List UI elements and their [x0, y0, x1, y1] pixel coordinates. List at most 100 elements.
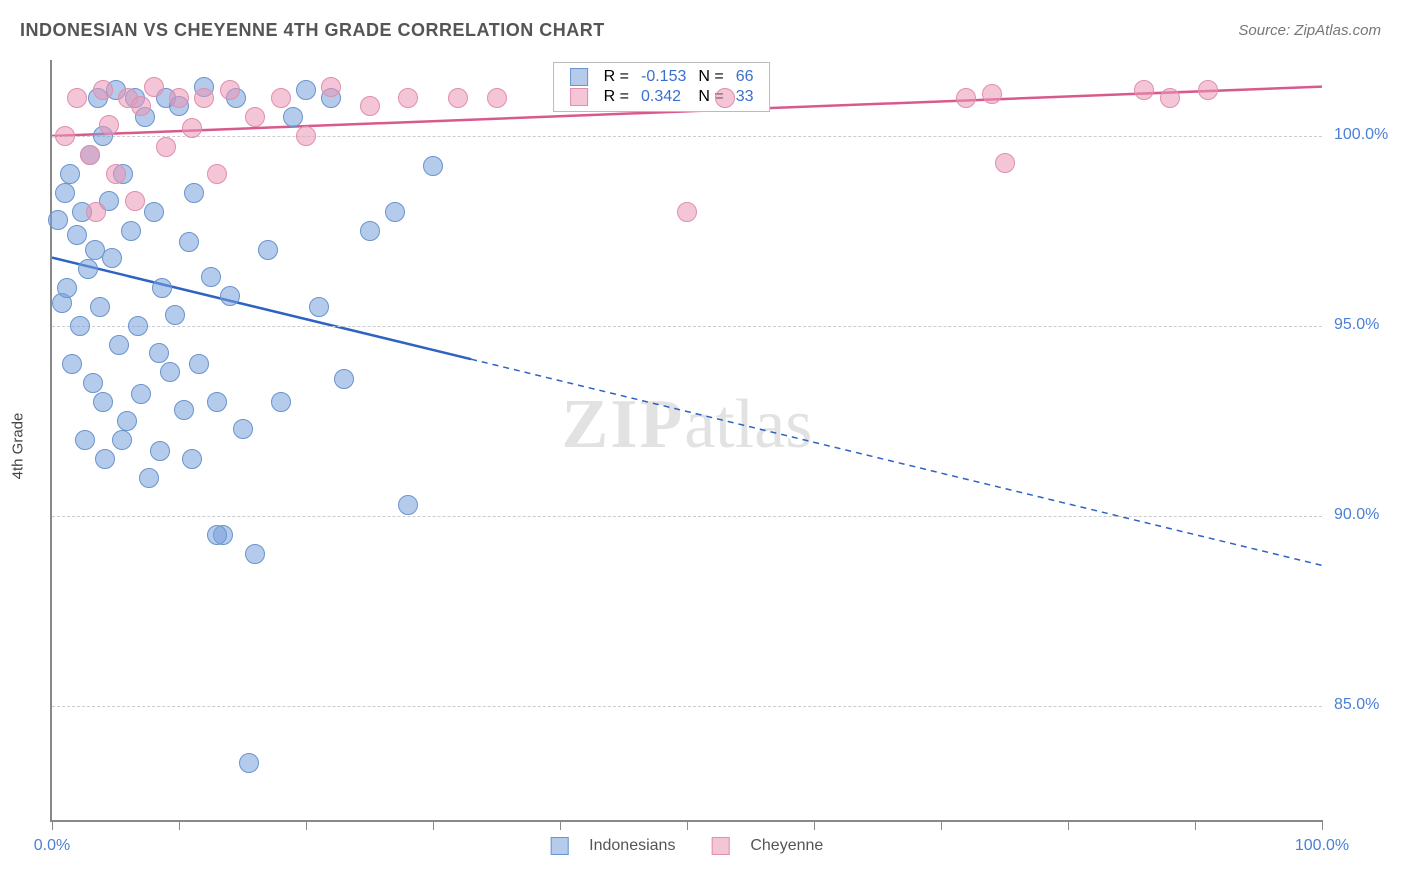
xtick — [814, 820, 815, 830]
data-point — [112, 430, 132, 450]
data-point — [83, 373, 103, 393]
plot-area: ZIPatlas R = -0.153 N = 66 R = 0.342 N =… — [50, 60, 1322, 822]
label-r: R = — [598, 67, 635, 87]
data-point — [207, 392, 227, 412]
xtick — [1322, 820, 1323, 830]
data-point — [67, 225, 87, 245]
gridline-h — [52, 326, 1322, 327]
data-point — [125, 191, 145, 211]
data-point — [956, 88, 976, 108]
value-r-cheyenne: 0.342 — [635, 87, 692, 107]
data-point — [156, 137, 176, 157]
data-point — [398, 88, 418, 108]
legend-item-indonesians: Indonesians — [543, 837, 688, 854]
xtick-label: 100.0% — [1295, 837, 1349, 855]
ytick-label: 95.0% — [1334, 316, 1379, 334]
data-point — [174, 400, 194, 420]
data-point — [86, 202, 106, 222]
data-point — [149, 343, 169, 363]
data-point — [128, 316, 148, 336]
data-point — [62, 354, 82, 374]
data-point — [48, 210, 68, 230]
data-point — [99, 115, 119, 135]
data-point — [385, 202, 405, 222]
data-point — [57, 278, 77, 298]
data-point — [245, 107, 265, 127]
label-n: N = — [692, 67, 729, 87]
data-point — [165, 305, 185, 325]
xtick — [560, 820, 561, 830]
source-prefix: Source: — [1238, 22, 1294, 39]
data-point — [423, 156, 443, 176]
swatch-indonesians — [570, 68, 588, 86]
xtick — [52, 820, 53, 830]
data-point — [55, 183, 75, 203]
legend-swatch-indonesians — [551, 837, 569, 855]
data-point — [139, 468, 159, 488]
data-point — [334, 369, 354, 389]
data-point — [283, 107, 303, 127]
data-point — [78, 259, 98, 279]
data-point — [179, 232, 199, 252]
xtick — [1195, 820, 1196, 830]
xtick — [941, 820, 942, 830]
data-point — [93, 392, 113, 412]
ytick-label: 90.0% — [1334, 506, 1379, 524]
data-point — [70, 316, 90, 336]
data-point — [715, 88, 735, 108]
data-point — [296, 126, 316, 146]
data-point — [75, 430, 95, 450]
xtick — [179, 820, 180, 830]
data-point — [106, 164, 126, 184]
chart-title: INDONESIAN VS CHEYENNE 4TH GRADE CORRELA… — [20, 20, 605, 41]
watermark-bold: ZIP — [562, 386, 685, 463]
data-point — [271, 392, 291, 412]
y-axis-label: 4th Grade — [10, 413, 27, 480]
xtick — [306, 820, 307, 830]
data-point — [309, 297, 329, 317]
stats-legend: R = -0.153 N = 66 R = 0.342 N = 33 — [553, 62, 771, 112]
source-label: Source: ZipAtlas.com — [1238, 22, 1381, 39]
data-point — [220, 80, 240, 100]
data-point — [90, 297, 110, 317]
data-point — [60, 164, 80, 184]
data-point — [239, 753, 259, 773]
legend-label-indonesians: Indonesians — [589, 837, 675, 854]
data-point — [182, 118, 202, 138]
data-point — [67, 88, 87, 108]
data-point — [184, 183, 204, 203]
value-n-indonesians: 66 — [730, 67, 760, 87]
data-point — [995, 153, 1015, 173]
xtick-label: 0.0% — [34, 837, 70, 855]
gridline-h — [52, 516, 1322, 517]
data-point — [1160, 88, 1180, 108]
data-point — [117, 411, 137, 431]
label-r: R = — [598, 87, 635, 107]
data-point — [189, 354, 209, 374]
data-point — [144, 202, 164, 222]
legend-item-cheyenne: Cheyenne — [704, 837, 831, 854]
stats-row-indonesians: R = -0.153 N = 66 — [564, 67, 760, 87]
data-point — [152, 278, 172, 298]
xtick — [1068, 820, 1069, 830]
data-point — [296, 80, 316, 100]
chart-container: INDONESIAN VS CHEYENNE 4TH GRADE CORRELA… — [0, 0, 1406, 892]
data-point — [398, 495, 418, 515]
data-point — [271, 88, 291, 108]
watermark: ZIPatlas — [562, 385, 813, 465]
data-point — [360, 221, 380, 241]
watermark-rest: atlas — [684, 386, 812, 463]
data-point — [150, 441, 170, 461]
ytick-label: 100.0% — [1334, 126, 1388, 144]
data-point — [982, 84, 1002, 104]
data-point — [93, 80, 113, 100]
series-legend: Indonesians Cheyenne — [535, 837, 840, 855]
legend-label-cheyenne: Cheyenne — [750, 837, 823, 854]
source-name: ZipAtlas.com — [1294, 22, 1381, 39]
data-point — [131, 384, 151, 404]
data-point — [258, 240, 278, 260]
data-point — [169, 88, 189, 108]
data-point — [109, 335, 129, 355]
data-point — [80, 145, 100, 165]
data-point — [360, 96, 380, 116]
